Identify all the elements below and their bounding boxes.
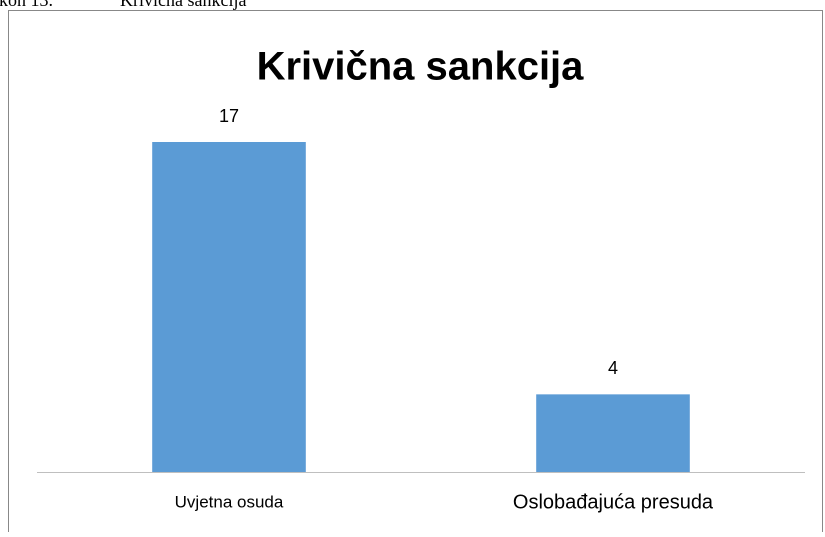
chart-title: Krivična sankcija [257, 45, 585, 89]
x-tick-label: Uvjetna osuda [175, 492, 284, 511]
bar [536, 394, 690, 472]
caption-label: ikon 13. [0, 0, 53, 10]
x-tick-label: Oslobađajuća presuda [513, 491, 714, 513]
caption-title: Krivična sankcija [120, 0, 246, 10]
value-label: 17 [219, 106, 239, 126]
chart-frame [8, 10, 823, 537]
bar [152, 142, 306, 472]
value-label: 4 [608, 358, 618, 378]
